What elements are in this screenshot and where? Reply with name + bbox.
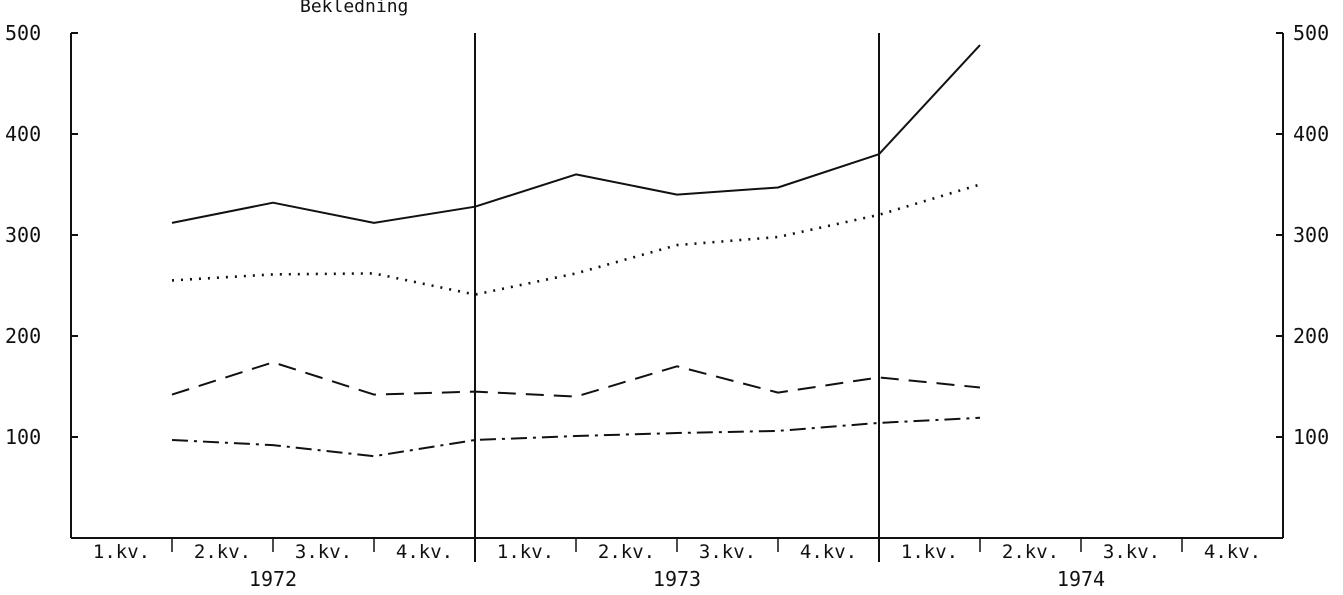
right-tick-label: 100 <box>1293 425 1329 449</box>
series-line-solid <box>171 44 981 224</box>
x-category-label: 1.kv. <box>93 541 150 563</box>
x-category-label: 3.kv. <box>699 541 756 563</box>
x-category-label: 4.kv. <box>800 541 857 563</box>
x-year-label: 1974 <box>1057 567 1105 591</box>
left-tick-label: 300 <box>5 223 41 247</box>
x-category-labels: 1.kv. 2.kv. 3.kv. 4.kv. 1.kv. 2.kv. 3.kv. 4.kv.… <box>93 538 1261 563</box>
x-category-label: 1.kv. <box>901 541 958 563</box>
x-category-label: 4.kv. <box>396 541 453 563</box>
left-tick-label: 500 <box>5 21 41 45</box>
x-year-label: 1973 <box>653 567 701 591</box>
x-category-label: 2.kv. <box>1002 541 1059 563</box>
cut-title-text: Bekledning <box>300 0 408 17</box>
series-group <box>171 44 981 458</box>
x-category-label: 2.kv. <box>194 541 251 563</box>
x-category-label: 1.kv. <box>497 541 554 563</box>
year-dividers <box>474 33 880 562</box>
series-line-dashed <box>171 361 981 398</box>
x-category-label: 3.kv. <box>295 541 352 563</box>
right-tick-label: 200 <box>1293 324 1329 348</box>
x-category-label: 3.kv. <box>1103 541 1160 563</box>
left-y-ticks: 100 200 300 400 500 <box>5 21 78 449</box>
series-line-dotted <box>171 183 981 296</box>
right-y-ticks: 100 200 300 400 500 <box>1276 21 1329 449</box>
x-category-label: 4.kv. <box>1204 541 1261 563</box>
right-tick-label: 400 <box>1293 122 1329 146</box>
x-category-label: 2.kv. <box>598 541 655 563</box>
left-tick-label: 400 <box>5 122 41 146</box>
x-year-label: 1972 <box>249 567 297 591</box>
right-tick-label: 300 <box>1293 223 1329 247</box>
x-year-labels: 1972 1973 1974 <box>249 567 1105 591</box>
right-tick-label: 500 <box>1293 21 1329 45</box>
left-tick-label: 200 <box>5 324 41 348</box>
left-tick-label: 100 <box>5 425 41 449</box>
series-line-dashdot <box>171 416 981 458</box>
